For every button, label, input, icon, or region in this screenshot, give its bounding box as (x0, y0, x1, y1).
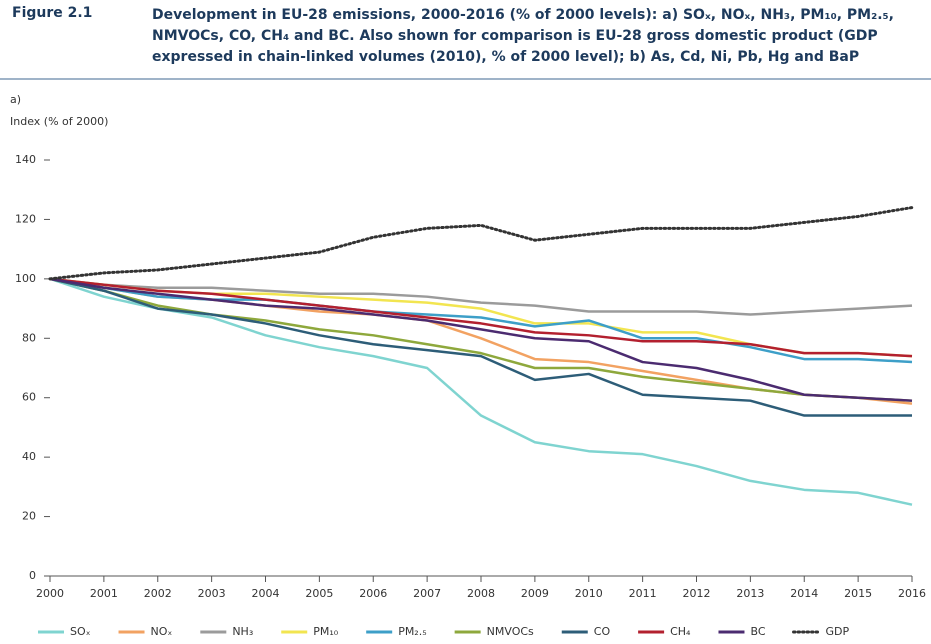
y-tick-label: 20 (22, 510, 36, 523)
series-line (49, 277, 913, 358)
x-tick-label: 2008 (467, 587, 495, 600)
y-tick-label: 100 (15, 272, 36, 285)
x-tick-label: 2016 (898, 587, 926, 600)
legend-label: BC (750, 625, 765, 638)
y-axis-label: Index (% of 2000) (10, 115, 108, 128)
x-tick-label: 2000 (36, 587, 64, 600)
legend-label: GDP (826, 625, 850, 638)
series-line (49, 277, 912, 417)
y-tick-label: 80 (22, 331, 36, 344)
legend-label: CH₄ (670, 625, 691, 638)
series-line (49, 277, 913, 402)
figure-label: Figure 2.1 (12, 5, 93, 21)
x-tick-label: 2007 (413, 587, 441, 600)
x-tick-label: 2013 (736, 587, 764, 600)
x-tick-label: 2012 (683, 587, 711, 600)
y-tick-label: 0 (29, 569, 36, 582)
x-tick-label: 2010 (575, 587, 603, 600)
panel-label: a) (10, 93, 21, 106)
y-tick-label: 140 (15, 153, 36, 166)
y-tick-label: 40 (22, 450, 36, 463)
legend-label: NMVOCs (487, 625, 534, 638)
series-line (48, 206, 914, 281)
series-line (49, 277, 913, 506)
figure-header: Figure 2.1 Development in EU-28 emission… (0, 0, 931, 80)
legend-label: PM₂.₅ (398, 625, 426, 638)
x-tick-label: 2015 (844, 587, 872, 600)
x-tick-label: 2001 (90, 587, 118, 600)
x-tick-label: 2014 (790, 587, 818, 600)
x-tick-label: 2005 (305, 587, 333, 600)
x-tick-label: 2009 (521, 587, 549, 600)
y-tick-label: 120 (15, 212, 36, 225)
legend-label: CO (594, 625, 611, 638)
x-tick-label: 2011 (629, 587, 657, 600)
x-tick-label: 2006 (359, 587, 387, 600)
legend-label: SOₓ (70, 625, 91, 638)
legend-label: NH₃ (232, 625, 253, 638)
x-tick-label: 2003 (198, 587, 226, 600)
y-tick-label: 60 (22, 391, 36, 404)
figure-title: Development in EU-28 emissions, 2000-201… (152, 7, 894, 65)
x-tick-label: 2004 (252, 587, 280, 600)
x-tick-label: 2002 (144, 587, 172, 600)
series-line (49, 277, 913, 316)
legend-label: NOₓ (151, 625, 173, 638)
legend-label: PM₁₀ (313, 625, 339, 638)
